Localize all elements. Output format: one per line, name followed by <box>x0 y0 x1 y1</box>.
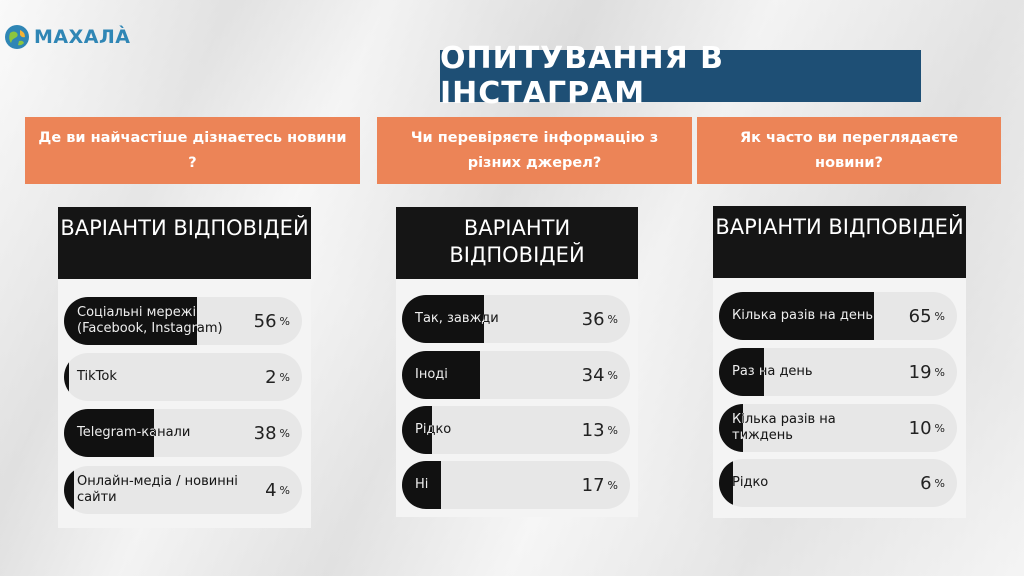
answer-bar <box>64 409 155 457</box>
answer-value: 10 <box>908 417 932 439</box>
answer-bar <box>719 404 743 452</box>
percent-sign: % <box>934 365 945 379</box>
percent-sign: % <box>279 314 290 328</box>
answer-bar <box>402 351 480 399</box>
answer-value: 6 <box>920 472 932 494</box>
answer-label: Telegram-канали <box>77 425 191 440</box>
answer-percent: 6% <box>920 459 945 507</box>
answer-bar <box>64 466 74 514</box>
percent-sign: % <box>607 312 618 326</box>
answer-percent: 56% <box>254 297 290 345</box>
answer-value: 2 <box>265 366 277 388</box>
answer-value: 34 <box>581 364 605 386</box>
percent-sign: % <box>279 370 290 384</box>
globe-icon <box>5 25 29 49</box>
answer-bar <box>64 297 198 345</box>
answer-bar <box>402 461 441 509</box>
answer-bar <box>64 353 69 401</box>
percent-sign: % <box>607 423 618 437</box>
answer-label: Онлайн-медіа / новинні сайти <box>77 474 238 505</box>
answer-percent: 17% <box>582 461 618 509</box>
answer-label: Ні <box>415 477 429 492</box>
brand-logo: МАХАЛÀ <box>4 24 130 50</box>
brand-name: МАХАЛÀ <box>34 26 131 48</box>
answer-percent: 38% <box>254 409 290 457</box>
answer-label: Рідко <box>415 422 452 437</box>
percent-sign: % <box>934 476 945 490</box>
answer-bar <box>719 459 734 507</box>
card-header: ВАРІАНТИ ВІДПОВІДЕЙ <box>396 207 638 279</box>
page-title: ОПИТУВАННЯ В ІНСТАГРАМ <box>440 41 921 111</box>
percent-sign: % <box>934 421 945 435</box>
question-3: Як часто ви переглядаєте новини? <box>697 117 1001 184</box>
answer-row: Рідко 13% <box>402 406 630 454</box>
answer-value: 13 <box>581 419 605 441</box>
answer-value: 65 <box>908 305 932 327</box>
percent-sign: % <box>279 426 290 440</box>
answer-label: Так, завжди <box>415 311 499 326</box>
answer-value: 19 <box>908 361 932 383</box>
answer-label: Іноді <box>415 367 448 382</box>
card-header: ВАРІАНТИ ВІДПОВІДЕЙ <box>58 207 311 279</box>
answer-percent: 10% <box>909 404 945 452</box>
poll-card-2: ВАРІАНТИ ВІДПОВІДЕЙ Так, завжди 36% Іноді 3… <box>396 207 638 517</box>
answer-value: 17 <box>581 474 605 496</box>
poll-card-1: ВАРІАНТИ ВІДПОВІДЕЙ Соціальні мережі (Fa… <box>58 207 311 528</box>
percent-sign: % <box>934 309 945 323</box>
answer-row: TikTok 2% <box>64 353 302 401</box>
poll-card-3: ВАРІАНТИ ВІДПОВІДЕЙ Кілька разів на день… <box>713 206 966 518</box>
answer-row: Раз на день 19% <box>719 348 957 396</box>
answer-bar <box>719 348 765 396</box>
answer-label: TikTok <box>77 369 117 384</box>
question-1: Де ви найчастіше дізнаєтесь новини ? <box>25 117 360 184</box>
answer-percent: 36% <box>582 295 618 343</box>
answer-value: 56 <box>253 310 277 332</box>
answer-bar <box>402 406 432 454</box>
answer-value: 38 <box>253 422 277 444</box>
question-2: Чи перевіряєте інформацію з різних джере… <box>377 117 692 184</box>
answer-percent: 19% <box>909 348 945 396</box>
answer-percent: 34% <box>582 351 618 399</box>
answer-percent: 65% <box>909 292 945 340</box>
answer-row: Так, завжди 36% <box>402 295 630 343</box>
answer-bar <box>402 295 485 343</box>
answer-bar <box>719 292 874 340</box>
answer-row: Іноді 34% <box>402 351 630 399</box>
answer-row: Ні 17% <box>402 461 630 509</box>
answer-row: Кілька разів на тиждень 10% <box>719 404 957 452</box>
percent-sign: % <box>607 368 618 382</box>
answer-row: Рідко 6% <box>719 459 957 507</box>
answer-row: Telegram-канали 38% <box>64 409 302 457</box>
answer-label: Соціальні мережі (Facebook, Instagram) <box>77 305 223 336</box>
answer-percent: 2% <box>265 353 290 401</box>
answer-row: Онлайн-медіа / новинні сайти 4% <box>64 466 302 514</box>
answer-label: Кілька разів на тиждень <box>732 412 836 443</box>
answer-row: Кілька разів на день 65% <box>719 292 957 340</box>
answer-label: Кілька разів на день <box>732 308 874 323</box>
answer-value: 4 <box>265 479 277 501</box>
card-header: ВАРІАНТИ ВІДПОВІДЕЙ <box>713 206 966 278</box>
answer-label: Рідко <box>732 475 769 490</box>
answer-row: Соціальні мережі (Facebook, Instagram) 56… <box>64 297 302 345</box>
percent-sign: % <box>279 483 290 497</box>
answer-percent: 4% <box>265 466 290 514</box>
percent-sign: % <box>607 478 618 492</box>
answer-label: Раз на день <box>732 364 813 379</box>
answer-percent: 13% <box>582 406 618 454</box>
answer-value: 36 <box>581 308 605 330</box>
